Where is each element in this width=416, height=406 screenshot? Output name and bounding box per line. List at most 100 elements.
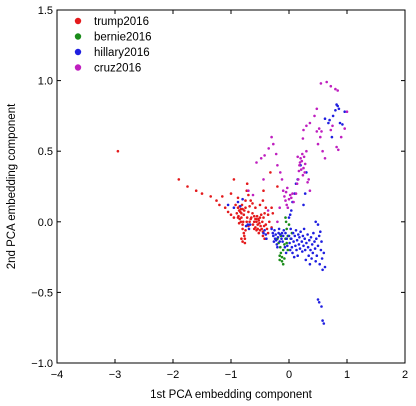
point-hillary2016-77 — [311, 251, 315, 255]
point-hillary2016-56 — [298, 236, 301, 239]
point-hillary2016-53 — [296, 254, 300, 257]
point-hillary2016-55 — [297, 243, 301, 246]
point-hillary2016-8 — [248, 223, 252, 226]
point-bernie2016-19 — [286, 248, 290, 252]
y-tick-label: 0.5 — [38, 146, 53, 158]
point-cruz2016-65 — [345, 110, 349, 113]
point-hillary2016-91 — [322, 251, 326, 255]
point-trump2016-25 — [235, 212, 239, 215]
x-tick-label: −3 — [109, 369, 122, 381]
point-cruz2016-20 — [291, 192, 294, 195]
point-hillary2016-121 — [338, 121, 342, 125]
point-trump2016-90 — [266, 213, 270, 216]
point-trump2016-8 — [226, 210, 230, 214]
point-trump2016-96 — [249, 217, 252, 221]
point-trump2016-101 — [243, 209, 246, 212]
point-cruz2016-1 — [251, 193, 255, 197]
point-trump2016-6 — [218, 203, 221, 207]
point-hillary2016-71 — [308, 238, 311, 242]
point-trump2016-59 — [258, 221, 261, 225]
point-cruz2016-63 — [339, 135, 343, 139]
point-cruz2016-45 — [302, 128, 305, 132]
point-hillary2016-63 — [302, 227, 306, 231]
point-hillary2016-18 — [273, 229, 276, 232]
points-layer — [116, 80, 349, 325]
point-cruz2016-7 — [272, 142, 275, 146]
point-hillary2016-30 — [281, 240, 284, 243]
point-hillary2016-111 — [322, 322, 326, 325]
point-trump2016-29 — [241, 220, 245, 224]
point-trump2016-53 — [259, 213, 263, 216]
point-hillary2016-57 — [298, 247, 302, 250]
point-hillary2016-105 — [303, 192, 307, 195]
point-hillary2016-82 — [315, 237, 318, 240]
point-hillary2016-32 — [282, 229, 286, 232]
point-cruz2016-29 — [298, 161, 302, 164]
point-trump2016-85 — [243, 241, 247, 245]
point-hillary2016-36 — [285, 237, 289, 240]
point-hillary2016-49 — [294, 244, 297, 248]
x-tick-label: −4 — [51, 369, 64, 381]
point-trump2016-74 — [265, 227, 269, 231]
point-cruz2016-61 — [335, 145, 338, 149]
point-trump2016-42 — [245, 182, 249, 185]
point-hillary2016-47 — [292, 255, 296, 259]
point-hillary2016-117 — [334, 109, 337, 112]
point-cruz2016-19 — [290, 196, 293, 200]
y-tick-label: −1.0 — [31, 358, 53, 370]
point-cruz2016-21 — [292, 200, 295, 204]
point-cruz2016-42 — [308, 189, 312, 192]
point-cruz2016-15 — [285, 203, 289, 207]
point-hillary2016-89 — [320, 257, 324, 260]
y-axis-label: 2nd PCA embedding component — [6, 103, 18, 269]
point-hillary2016-106 — [302, 203, 305, 207]
point-trump2016-30 — [241, 227, 244, 231]
point-trump2016-38 — [248, 205, 251, 208]
point-trump2016-28 — [240, 216, 243, 219]
point-hillary2016-93 — [319, 230, 322, 233]
point-trump2016-60 — [259, 224, 262, 228]
point-trump2016-23 — [241, 223, 244, 226]
point-cruz2016-18 — [288, 193, 292, 197]
point-trump2016-83 — [240, 237, 243, 240]
point-trump2016-72 — [264, 206, 268, 209]
point-cruz2016-59 — [329, 128, 333, 132]
point-trump2016-91 — [251, 202, 254, 205]
point-hillary2016-59 — [300, 240, 304, 243]
point-trump2016-93 — [116, 149, 120, 153]
point-cruz2016-37 — [303, 171, 307, 174]
point-trump2016-102 — [244, 206, 247, 209]
point-trump2016-92 — [236, 196, 240, 200]
point-hillary2016-61 — [301, 234, 305, 238]
point-trump2016-9 — [229, 213, 233, 216]
point-hillary2016-33 — [283, 245, 287, 249]
point-bernie2016-11 — [281, 262, 285, 266]
point-trump2016-2 — [194, 189, 198, 192]
point-cruz2016-9 — [276, 164, 279, 167]
point-bernie2016-17 — [278, 258, 282, 262]
point-cruz2016-60 — [331, 124, 334, 128]
x-axis-label: 1st PCA embedding component — [150, 389, 313, 401]
point-trump2016-79 — [261, 199, 265, 202]
point-cruz2016-22 — [284, 190, 288, 194]
point-hillary2016-79 — [313, 240, 316, 243]
point-cruz2016-10 — [279, 171, 282, 174]
point-trump2016-3 — [200, 192, 204, 195]
point-hillary2016-44 — [291, 251, 294, 255]
point-trump2016-78 — [258, 203, 262, 207]
legend-label-bernie2016: bernie2016 — [94, 32, 152, 44]
point-hillary2016-122 — [341, 123, 344, 126]
point-trump2016-87 — [271, 212, 275, 215]
legend-marker-hillary2016 — [74, 48, 82, 56]
point-trump2016-1 — [186, 185, 189, 188]
point-trump2016-18 — [240, 212, 243, 215]
point-hillary2016-88 — [320, 240, 323, 243]
point-hillary2016-81 — [314, 260, 318, 263]
point-hillary2016-38 — [287, 234, 291, 238]
point-trump2016-77 — [263, 237, 266, 240]
point-trump2016-44 — [248, 220, 251, 224]
point-trump2016-5 — [215, 199, 218, 202]
point-trump2016-56 — [254, 217, 258, 221]
legend-label-cruz2016: cruz2016 — [94, 63, 141, 75]
